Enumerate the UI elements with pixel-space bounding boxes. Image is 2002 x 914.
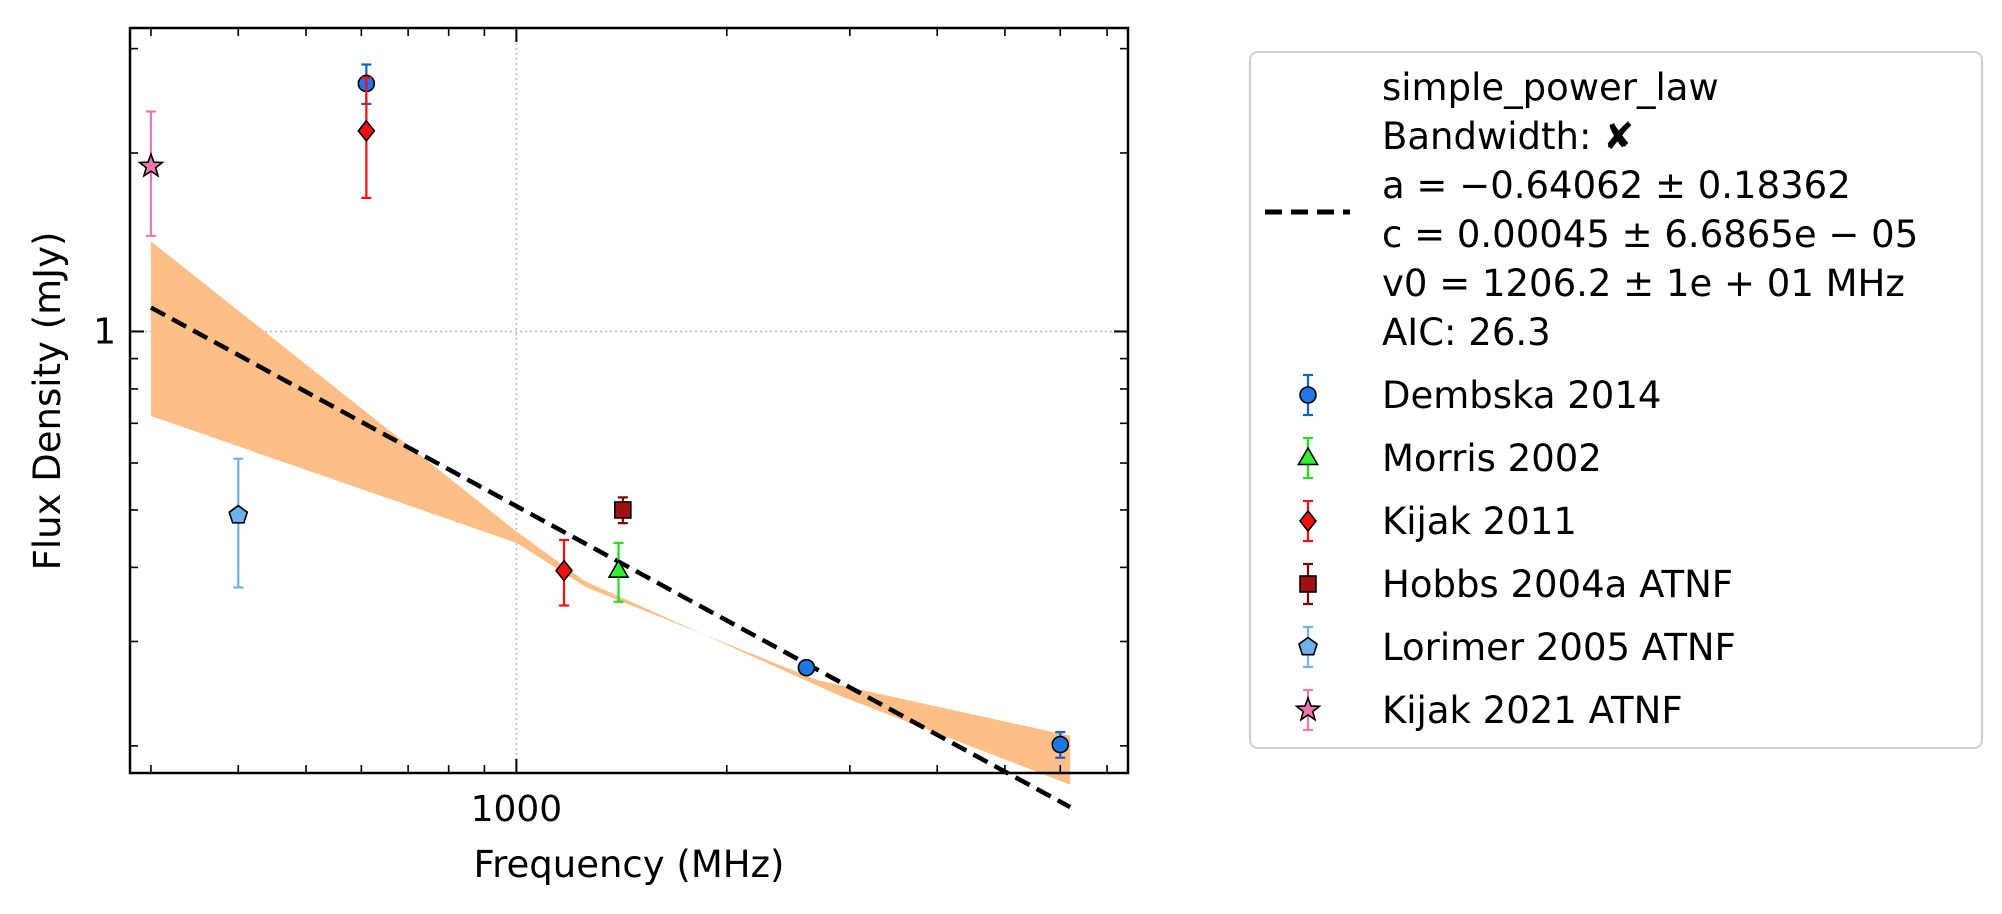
data-point: [357, 119, 376, 143]
series-morris-2002: [607, 541, 630, 603]
x-tick-label: 1000: [471, 789, 563, 830]
legend-fit-line-5: AIC: 26.3: [1382, 311, 1551, 354]
legend-fit-line-3: c = 0.00045 ± 6.6865e − 05: [1382, 213, 1918, 256]
legend-series-entries: Dembska 2014 Morris 2002 Kijak 2011 Hobbs 2…: [1294, 373, 1736, 732]
fit-line-layer: [149, 305, 1072, 810]
y-tick-label: 1: [93, 311, 116, 352]
legend-marker: [1298, 509, 1318, 533]
plot-frame: [128, 26, 1130, 775]
plot-area: 1000 1: [93, 26, 1130, 830]
series-kijak-2011: [357, 76, 574, 607]
legend-fit-line-0: simple_power_law: [1382, 66, 1719, 109]
gridlines: [130, 28, 1128, 773]
legend-marker: [1297, 446, 1319, 466]
series-hobbs-2004a-atnf: [614, 496, 632, 525]
legend-marker: [1298, 636, 1318, 656]
legend-label: Morris 2002: [1382, 437, 1602, 480]
series-dembska-2014: [357, 63, 1070, 759]
fit-uncertainty-band-layer: [150, 241, 1071, 785]
data-point: [137, 151, 165, 178]
data-point: [228, 504, 249, 524]
legend: simple_power_law Bandwidth: ✘ a = −0.640…: [1249, 51, 1983, 749]
axis-ticks: 1000 1: [93, 28, 1128, 830]
y-axis-label: Flux Density (mJy): [26, 232, 69, 571]
data-points-layer: [137, 63, 1070, 759]
legend-entry-kijak-2021-atnf: Kijak 2021 ATNF: [1294, 688, 1683, 732]
fit-line: [149, 305, 1072, 810]
legend-marker: [1294, 695, 1322, 722]
legend-label: Kijak 2011: [1382, 500, 1577, 543]
legend-fit-line-1: Bandwidth: ✘: [1382, 115, 1634, 158]
series-kijak-2021-atnf: [137, 110, 165, 237]
data-point-error-bar: [145, 110, 156, 237]
legend-frame: [1249, 51, 1983, 749]
legend-entry-kijak-2011: Kijak 2011: [1298, 499, 1577, 543]
legend-fit-line-4: v0 = 1206.2 ± 1e + 01 MHz: [1382, 262, 1905, 305]
legend-fit-line-2: a = −0.64062 ± 0.18362: [1382, 164, 1851, 207]
legend-fit-parameters: simple_power_law Bandwidth: ✘ a = −0.640…: [1382, 66, 1918, 354]
legend-label: Kijak 2021 ATNF: [1382, 689, 1683, 732]
data-point: [797, 658, 816, 677]
legend-label: Dembska 2014: [1382, 374, 1661, 417]
x-axis-label: Frequency (MHz): [474, 843, 785, 886]
fit-uncertainty-band: [150, 241, 1071, 785]
series-lorimer-2005-atnf: [228, 457, 249, 589]
legend-entry-hobbs-2004a-atnf: Hobbs 2004a ATNF: [1299, 562, 1733, 606]
data-point: [614, 501, 632, 519]
data-point: [555, 559, 574, 582]
data-point: [1051, 735, 1070, 754]
data-point: [607, 559, 630, 578]
legend-label: Lorimer 2005 ATNF: [1382, 626, 1736, 669]
legend-marker: [1299, 386, 1317, 404]
legend-marker: [1299, 575, 1317, 593]
legend-label: Hobbs 2004a ATNF: [1382, 563, 1733, 606]
legend-entry-morris-2002: Morris 2002: [1297, 436, 1602, 480]
legend-entry-dembska-2014: Dembska 2014: [1299, 373, 1661, 417]
legend-entry-lorimer-2005-atnf: Lorimer 2005 ATNF: [1298, 625, 1736, 669]
